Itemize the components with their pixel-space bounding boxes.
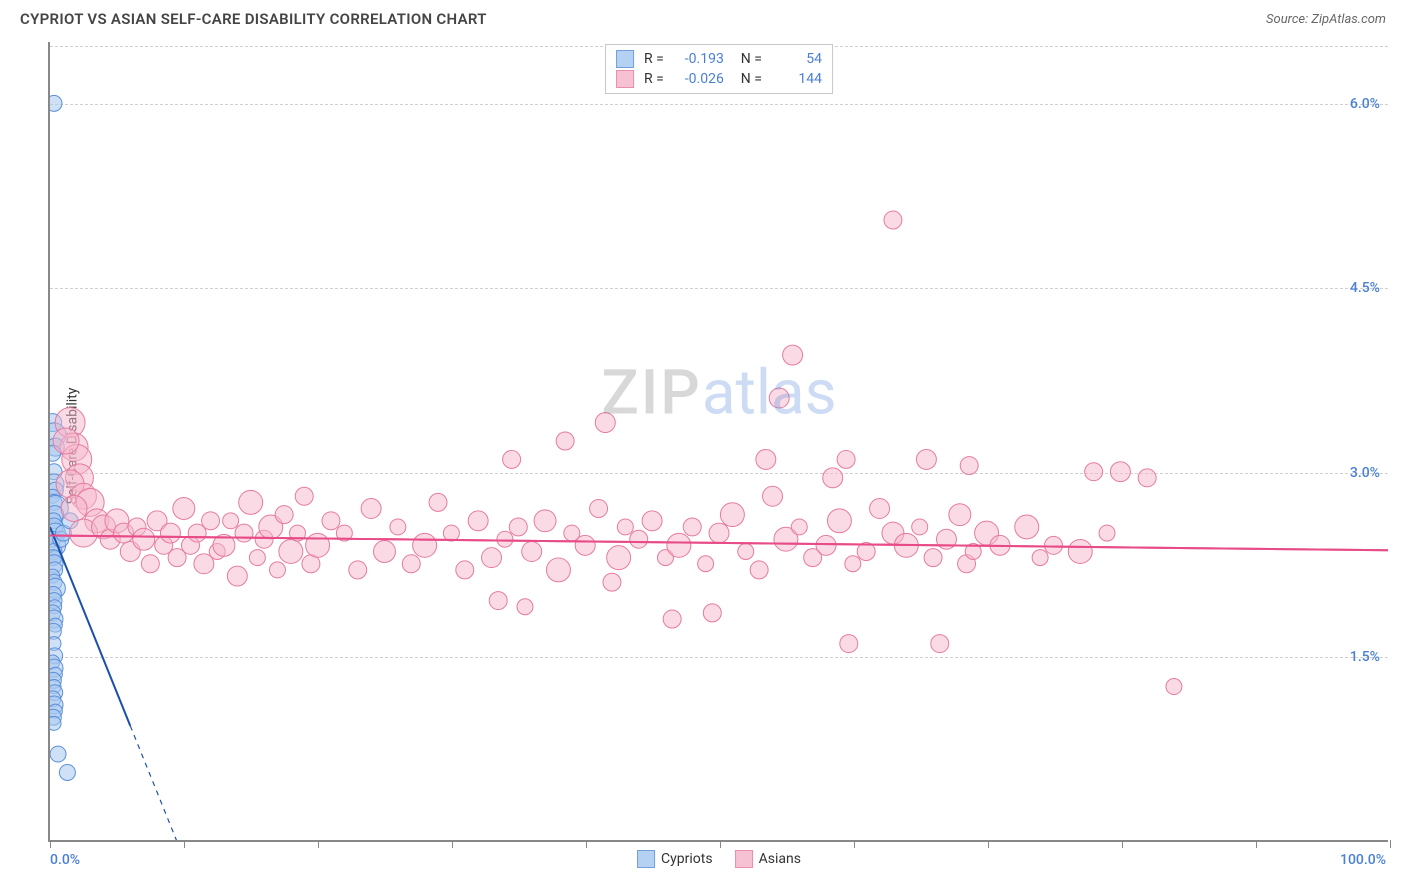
r-value: -0.026 — [672, 71, 724, 87]
x-tick — [184, 840, 185, 848]
legend-row-asians: R = -0.026 N = 144 — [616, 69, 822, 89]
source-attribution: Source: ZipAtlas.com — [1266, 12, 1386, 27]
x-tick — [720, 840, 721, 848]
chart-plot-area: R = -0.193 N = 54 R = -0.026 N = 144 ZIP… — [48, 42, 1388, 842]
legend-bottom: Cypriots Asians — [637, 850, 801, 868]
r-label: R = — [644, 51, 664, 67]
legend-stats-box: R = -0.193 N = 54 R = -0.026 N = 144 — [605, 44, 833, 94]
legend-label: Cypriots — [661, 851, 713, 867]
legend-swatch-icon — [616, 50, 634, 68]
x-tick-label: 100.0% — [1340, 852, 1386, 868]
n-value: 54 — [770, 51, 822, 67]
legend-row-cypriots: R = -0.193 N = 54 — [616, 49, 822, 69]
n-label: N = — [734, 51, 762, 67]
x-tick — [452, 840, 453, 848]
x-tick — [1122, 840, 1123, 848]
r-label: R = — [644, 71, 664, 87]
legend-swatch-icon — [637, 850, 655, 868]
chart-title: CYPRIOT VS ASIAN SELF-CARE DISABILITY CO… — [20, 10, 487, 28]
x-tick — [318, 840, 319, 848]
legend-label: Asians — [759, 851, 801, 867]
n-label: N = — [734, 71, 762, 87]
x-tick — [854, 840, 855, 848]
x-tick-label: 0.0% — [50, 852, 80, 868]
x-tick — [586, 840, 587, 848]
x-tick — [1390, 840, 1391, 848]
r-value: -0.193 — [672, 51, 724, 67]
n-value: 144 — [770, 71, 822, 87]
x-tick — [988, 840, 989, 848]
x-tick — [1256, 840, 1257, 848]
legend-swatch-icon — [735, 850, 753, 868]
legend-item-asians: Asians — [735, 850, 801, 868]
legend-swatch-icon — [616, 70, 634, 88]
x-tick — [50, 840, 51, 848]
scatter-plot-svg — [50, 42, 1388, 840]
legend-item-cypriots: Cypriots — [637, 850, 713, 868]
